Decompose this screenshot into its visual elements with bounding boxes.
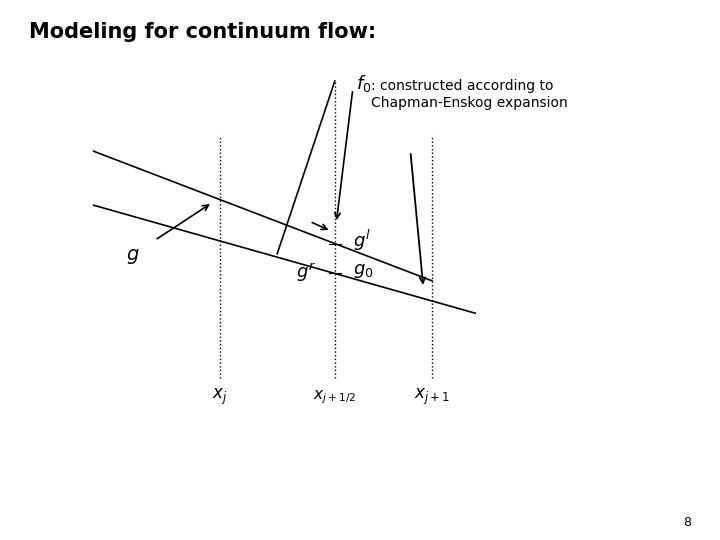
Text: $x_{j+1}$: $x_{j+1}$: [414, 387, 450, 407]
Text: $g^r$: $g^r$: [296, 261, 316, 284]
Text: Chapman-Enskog expansion: Chapman-Enskog expansion: [371, 96, 567, 110]
Text: $g$: $g$: [127, 247, 140, 266]
Text: $g^l$: $g^l$: [353, 228, 371, 253]
Text: $x_{j+1/2}$: $x_{j+1/2}$: [313, 388, 356, 406]
Text: : constructed according to: : constructed according to: [371, 79, 553, 93]
Text: Modeling for continuum flow:: Modeling for continuum flow:: [29, 22, 376, 42]
Text: $f_0$: $f_0$: [356, 73, 372, 94]
Text: $g_0$: $g_0$: [353, 262, 374, 280]
Text: $x_j$: $x_j$: [212, 387, 228, 407]
Text: 8: 8: [683, 516, 691, 529]
